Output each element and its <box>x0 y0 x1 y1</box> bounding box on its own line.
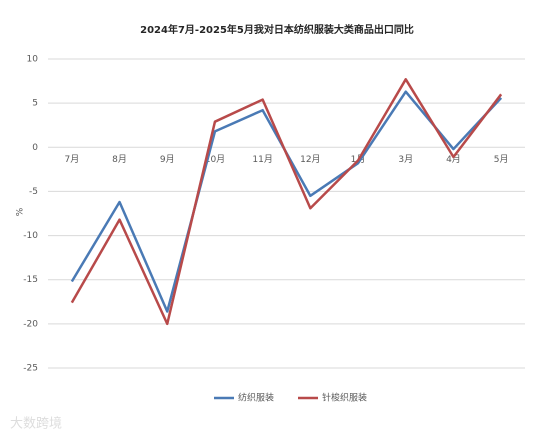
x-tick-label: 7月 <box>64 154 79 165</box>
y-tick-label: 0 <box>32 143 38 153</box>
x-tick-label: 5月 <box>494 154 509 165</box>
y-tick-label: -15 <box>23 275 38 285</box>
x-tick-label: 8月 <box>112 154 127 165</box>
y-tick-label: 10 <box>27 55 39 65</box>
y-tick-label: 5 <box>32 99 38 109</box>
y-tick-label: -10 <box>23 231 38 241</box>
x-tick-label: 3月 <box>398 154 413 165</box>
x-tick-label: 9月 <box>160 154 175 165</box>
x-tick-label: 11月 <box>252 154 272 165</box>
watermark: 大数跨境 <box>10 417 62 432</box>
x-tick-label: 4月 <box>446 154 461 165</box>
y-tick-label: -25 <box>23 364 38 374</box>
y-tick-label: -20 <box>23 319 38 329</box>
line-series <box>70 78 503 326</box>
legend-label: 针梭织服装 <box>322 392 367 404</box>
x-tick-label: 12月 <box>300 154 320 165</box>
chart-title: 2024年7月-2025年5月我对日本纺织服装大类商品出口同比 <box>140 23 414 36</box>
y-axis-label: % <box>16 207 26 216</box>
y-tick-label: -5 <box>29 187 38 197</box>
legend-label: 纺织服装 <box>238 392 274 404</box>
line-series <box>70 90 503 313</box>
x-tick-label: 10月 <box>205 154 225 165</box>
